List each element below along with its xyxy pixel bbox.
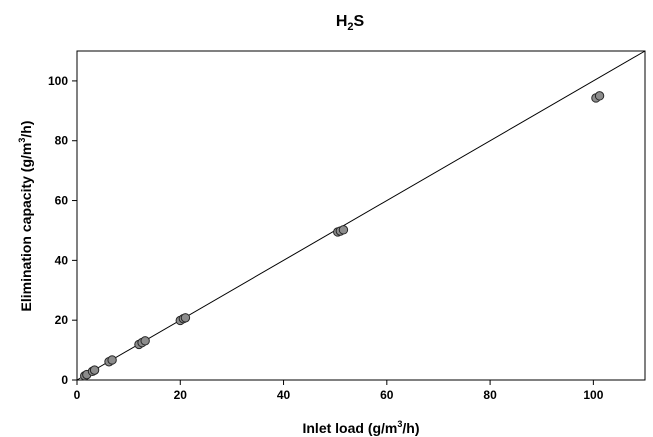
data-points — [80, 91, 605, 381]
chart-title-subscript: 2 — [347, 21, 353, 33]
chart-title-base: H — [336, 13, 348, 30]
x-axis-label-superscript: 3 — [397, 419, 402, 429]
data-point — [180, 313, 191, 323]
chart-title: H2S — [336, 13, 365, 33]
y-axis-label: Elimination capacity (g/m3/h) — [17, 121, 34, 312]
x-tick-label: 100 — [583, 388, 603, 402]
data-point — [338, 225, 349, 235]
chart-title-tail: S — [354, 13, 365, 30]
data-point — [107, 355, 117, 365]
x-tick-label: 20 — [174, 388, 188, 402]
x-axis-label: Inlet load (g/m3/h) — [302, 419, 419, 436]
y-tick-label: 40 — [55, 253, 69, 267]
x-tick-label: 80 — [483, 388, 497, 402]
x-tick-label: 0 — [74, 388, 81, 402]
y-tick-label: 80 — [55, 134, 69, 148]
x-tick-label: 60 — [380, 388, 394, 402]
y-axis-label-text: Elimination capacity (g/m — [18, 143, 34, 312]
y-tick-label: 60 — [55, 194, 69, 208]
reference-line — [76, 50, 646, 381]
data-point — [89, 365, 100, 375]
x-axis-label-text: Inlet load (g/m — [302, 420, 397, 436]
y-tick-label: 20 — [55, 313, 69, 327]
y-axis-label-suffix: /h) — [18, 121, 34, 138]
y-axis-label-superscript: 3 — [17, 138, 27, 143]
y-tick-label: 0 — [61, 373, 68, 387]
data-point — [140, 336, 150, 346]
x-axis-ticks: 0 20 40 60 80 100 — [74, 380, 604, 402]
plot-frame — [76, 50, 646, 381]
y-tick-label: 100 — [48, 74, 68, 88]
data-point — [594, 91, 605, 101]
x-tick-label: 40 — [277, 388, 291, 402]
y-axis-ticks: 0 20 40 60 80 100 — [48, 74, 77, 387]
x-axis-label-suffix: /h) — [402, 420, 419, 436]
